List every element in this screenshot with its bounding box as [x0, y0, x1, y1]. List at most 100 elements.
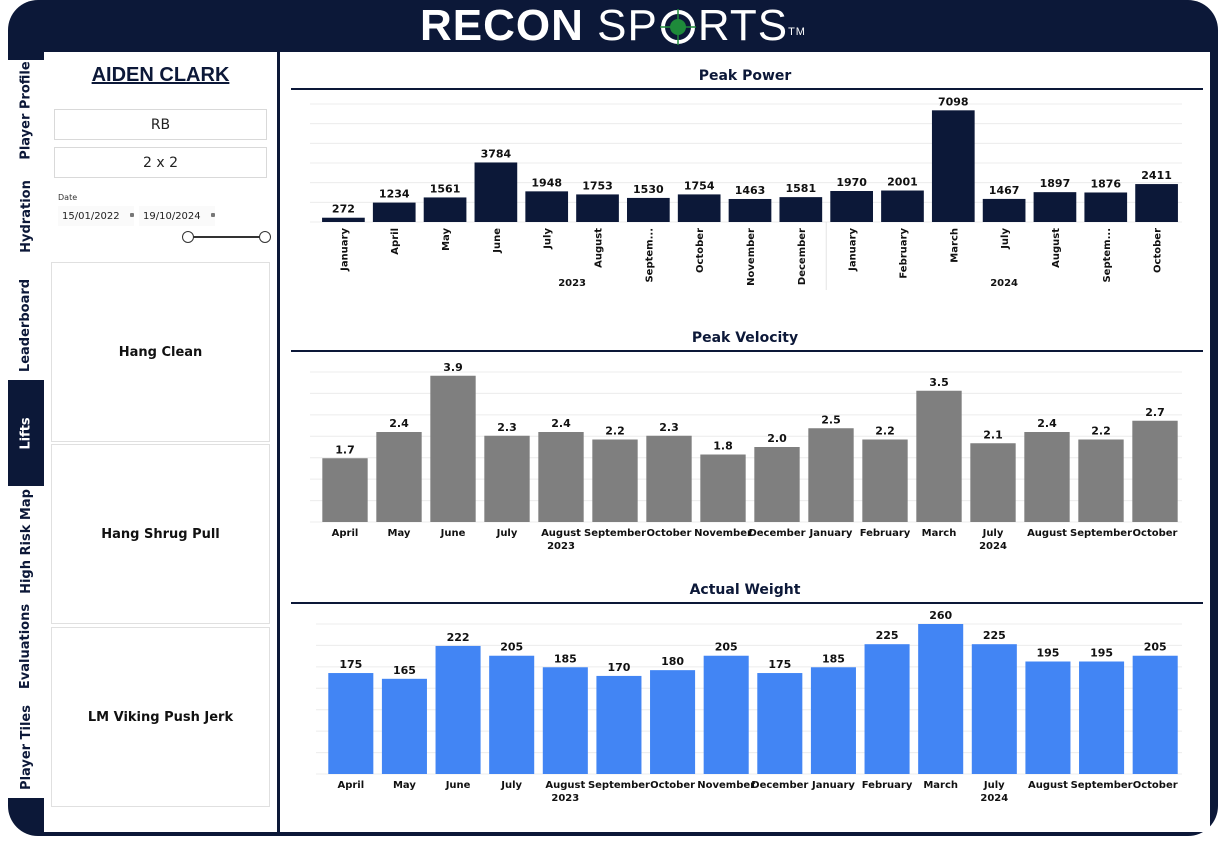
bar[interactable]	[1079, 661, 1125, 775]
bar[interactable]	[542, 667, 588, 774]
bar[interactable]	[538, 432, 584, 522]
lift-card-hang-clean[interactable]: Hang Clean	[51, 262, 270, 442]
bar[interactable]	[918, 624, 964, 774]
bar[interactable]	[931, 110, 975, 222]
data-label: 195	[1090, 647, 1113, 660]
bar[interactable]	[1025, 661, 1071, 775]
tab-player-tiles[interactable]: Player Tiles	[8, 698, 44, 798]
bar[interactable]	[1024, 432, 1070, 522]
lift-card-hang-shrug-pull[interactable]: Hang Shrug Pull	[51, 444, 270, 624]
tab-label: Player Tiles	[18, 704, 34, 790]
bar[interactable]	[779, 197, 823, 222]
bar[interactable]	[1135, 184, 1178, 222]
bar[interactable]	[700, 454, 746, 523]
bar[interactable]	[376, 432, 422, 522]
bar[interactable]	[810, 667, 856, 774]
category-label: December	[797, 228, 808, 285]
bar[interactable]	[592, 439, 638, 523]
tab-lifts[interactable]: Lifts	[8, 380, 44, 488]
bar[interactable]	[650, 670, 696, 774]
data-label: 2.4	[1037, 417, 1057, 430]
title-rule	[291, 88, 1203, 90]
category-label: March	[949, 228, 960, 263]
bar[interactable]	[1078, 439, 1124, 523]
category-label: November	[697, 780, 755, 791]
bar[interactable]	[703, 655, 749, 774]
bar[interactable]	[627, 197, 670, 222]
recon-sports-logo: RECON SP RTSTM	[420, 1, 806, 50]
bar[interactable]	[757, 673, 803, 774]
data-label: 180	[661, 655, 684, 668]
category-label: May	[441, 228, 452, 251]
slider-start-handle[interactable]	[182, 231, 194, 243]
bar[interactable]	[596, 675, 642, 774]
bar[interactable]	[862, 439, 908, 523]
tab-player-profile[interactable]: Player Profile	[8, 60, 44, 162]
calendar-icon[interactable]	[211, 213, 215, 217]
start-date-input[interactable]: 15/01/2022	[58, 206, 134, 226]
category-label: November	[746, 228, 757, 286]
tab-leaderboard[interactable]: Leaderboard	[8, 272, 44, 380]
tab-evaluations[interactable]: Evaluations	[8, 596, 44, 698]
bar[interactable]	[484, 435, 530, 522]
bar[interactable]	[971, 644, 1017, 774]
slider-end-handle[interactable]	[259, 231, 271, 243]
category-label: August	[594, 228, 605, 268]
actual-weight-chart: Actual Weight 175 April 165 May 222 June 205 Ju…	[280, 566, 1210, 826]
data-label: 170	[607, 661, 630, 674]
bar[interactable]	[1132, 420, 1178, 522]
bar[interactable]	[525, 191, 569, 222]
bar[interactable]	[328, 673, 374, 774]
bar[interactable]	[728, 198, 772, 222]
bar[interactable]	[1033, 192, 1077, 222]
bar[interactable]	[1132, 655, 1178, 774]
data-label: 1897	[1040, 177, 1071, 190]
bar[interactable]	[489, 655, 535, 774]
category-label: December	[748, 528, 805, 539]
data-label: 205	[715, 641, 738, 654]
bar[interactable]	[864, 644, 910, 774]
category-label: July	[543, 228, 554, 250]
bar[interactable]	[435, 645, 481, 774]
bar[interactable]	[830, 191, 873, 222]
bar[interactable]	[646, 435, 692, 522]
bar[interactable]	[916, 390, 962, 522]
category-label: July	[1000, 228, 1011, 250]
bar[interactable]	[1084, 192, 1128, 222]
category-label: July	[982, 528, 1004, 539]
calendar-icon[interactable]	[130, 213, 134, 217]
date-range-slider[interactable]	[188, 236, 265, 238]
data-label: 225	[876, 629, 899, 642]
bar[interactable]	[982, 198, 1026, 222]
chart-title: Peak Velocity	[691, 330, 799, 346]
bar[interactable]	[576, 194, 619, 222]
tab-high-risk-map[interactable]: High Risk Map	[8, 488, 44, 596]
category-label: September	[588, 780, 650, 791]
bar[interactable]	[677, 194, 721, 222]
category-label: March	[923, 780, 958, 791]
data-label: 205	[1144, 641, 1167, 654]
data-label: 2.1	[983, 428, 1003, 441]
bar[interactable]	[808, 428, 854, 522]
date-filter-label: Date	[58, 193, 78, 202]
bar[interactable]	[430, 375, 476, 522]
bar[interactable]	[423, 197, 467, 222]
category-label: September	[584, 528, 646, 539]
lift-card-lm-viking-push-jerk[interactable]: LM Viking Push Jerk	[51, 627, 270, 807]
bar[interactable]	[474, 162, 518, 222]
bar[interactable]	[754, 447, 800, 522]
data-label: 7098	[938, 95, 969, 108]
bar[interactable]	[372, 202, 416, 222]
peak-power-chart: Peak Power 272 January 1234 April 1561 May 378…	[280, 52, 1210, 302]
tab-hydration[interactable]: Hydration	[8, 162, 44, 272]
bar[interactable]	[881, 190, 924, 222]
title-rule	[291, 602, 1203, 604]
category-label: October	[1133, 528, 1178, 539]
bar[interactable]	[970, 443, 1016, 522]
bar[interactable]	[322, 458, 368, 522]
end-date-input[interactable]: 19/10/2024	[139, 206, 215, 226]
bar[interactable]	[322, 217, 365, 222]
category-label: August	[1028, 780, 1068, 791]
tab-label: Lifts	[18, 416, 34, 450]
bar[interactable]	[381, 678, 427, 774]
